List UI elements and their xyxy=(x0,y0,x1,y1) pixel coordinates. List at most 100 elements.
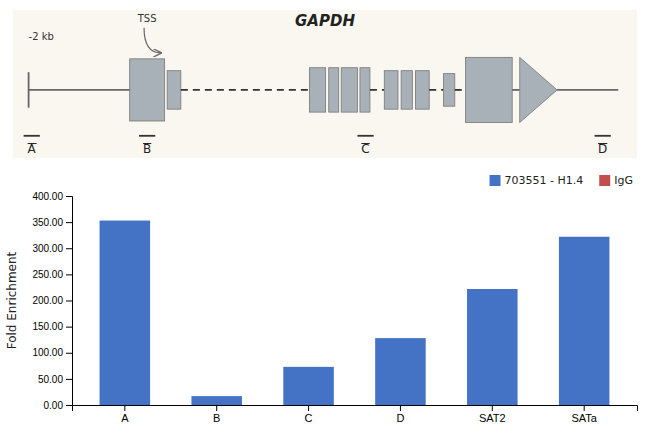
y-tick: 350.00 xyxy=(32,217,72,228)
primer-tick xyxy=(595,135,611,137)
x-tick-label: C xyxy=(305,412,313,424)
y-tick-mark xyxy=(66,405,72,406)
legend-item: 703551 - H1.4 xyxy=(490,174,584,187)
primer-label: D xyxy=(598,142,607,156)
primer-tick xyxy=(139,135,155,137)
primer-label-overline xyxy=(361,143,369,144)
chart: GAPDH -2 kb TSS A B C D 0.00 50.00 100.00 150.00 20… xyxy=(0,0,650,433)
exon-box xyxy=(415,71,429,109)
x-tick-mark xyxy=(216,405,217,411)
x-tick: SATa xyxy=(571,405,597,424)
intron-line xyxy=(429,89,443,91)
y-tick: 200.00 xyxy=(32,295,72,306)
primer-label: A xyxy=(28,142,37,156)
bar xyxy=(559,237,610,405)
bar xyxy=(283,367,334,405)
x-tick: SAT2 xyxy=(479,405,506,424)
y-tick-label: 200.00 xyxy=(32,295,63,306)
legend-label: IgG xyxy=(614,174,633,187)
y-tick-mark xyxy=(66,222,72,223)
bar xyxy=(467,289,518,405)
x-tick-label: A xyxy=(121,412,129,424)
intron-line xyxy=(370,89,384,91)
x-tick: C xyxy=(305,405,313,424)
exon-box xyxy=(444,74,455,107)
intron-line xyxy=(181,89,310,91)
x-tick-mark xyxy=(400,405,401,411)
legend-swatch xyxy=(490,175,501,186)
y-tick-mark xyxy=(66,196,72,197)
y-tick-mark xyxy=(66,327,72,328)
x-tick: B xyxy=(213,405,220,424)
exon-box xyxy=(167,71,181,109)
y-tick-label: 150.00 xyxy=(32,321,63,332)
annotation: TSS xyxy=(137,13,157,24)
exon-box xyxy=(341,68,357,112)
chart-container: GAPDH -2 kb TSS A B C D 0.00 50.00 100.00 150.00 20… xyxy=(0,0,650,433)
y-tick: 250.00 xyxy=(32,269,72,280)
annotation: -2 kb xyxy=(29,31,54,42)
y-tick-label: 300.00 xyxy=(32,243,63,254)
gene-line xyxy=(29,89,132,91)
diagram-background xyxy=(13,10,637,158)
y-tick-label: 250.00 xyxy=(32,269,63,280)
exon-box xyxy=(384,71,398,109)
y-tick: 400.00 xyxy=(32,191,72,202)
primer-label-overline xyxy=(598,143,607,144)
exon-box xyxy=(360,68,370,112)
y-axis: 0.00 50.00 100.00 150.00 200.00 250.00 300.00 3… xyxy=(32,191,72,411)
gene-end-arrow xyxy=(520,57,557,122)
y-tick-mark xyxy=(66,274,72,275)
x-tick-label: SATa xyxy=(571,412,597,424)
exon-box xyxy=(329,68,339,112)
legend-item: IgG xyxy=(599,174,633,187)
y-axis-line xyxy=(66,197,73,406)
primer-tick xyxy=(357,135,373,137)
primer-label-overline xyxy=(28,143,37,144)
y-tick-label: 100.00 xyxy=(32,347,63,358)
bar xyxy=(191,396,242,405)
legend-swatch xyxy=(599,175,610,186)
exon-box xyxy=(401,71,412,109)
y-tick-mark xyxy=(66,301,72,302)
y-tick-mark xyxy=(66,248,72,249)
y-tick-label: 50.00 xyxy=(38,374,63,385)
gene-line xyxy=(512,89,519,91)
x-tick-mark xyxy=(308,405,309,411)
intron-line xyxy=(455,89,466,91)
primer-label: B xyxy=(143,142,151,156)
legend: 703551 - H1.4 IgG xyxy=(490,174,633,187)
x-tick-mark xyxy=(492,405,493,411)
bar xyxy=(100,221,151,405)
y-tick-mark xyxy=(66,353,72,354)
terminal-exon-box xyxy=(465,57,512,122)
gene-diagram: GAPDH-2 kbTSSABCD xyxy=(13,10,637,158)
title: GAPDH xyxy=(295,12,355,30)
y-tick-label: 350.00 xyxy=(32,217,63,228)
y-tick: 150.00 xyxy=(32,321,72,332)
exon-box xyxy=(309,68,325,112)
primer-label-overline xyxy=(143,143,151,144)
x-tick: D xyxy=(396,405,404,424)
x-axis-line xyxy=(73,406,638,412)
y-tick-label: 0.00 xyxy=(44,400,64,411)
gene-line xyxy=(557,89,618,91)
gene-start-tick xyxy=(28,72,30,108)
x-axis: A B C D SAT2 SATa xyxy=(73,405,638,424)
promoter-box xyxy=(130,59,165,121)
x-tick-mark xyxy=(124,405,125,411)
y-tick-label: 400.00 xyxy=(32,191,63,202)
primer-tick xyxy=(24,135,40,137)
y-tick: 300.00 xyxy=(32,243,72,254)
x-tick-label: D xyxy=(396,412,404,424)
bar xyxy=(375,338,426,405)
y-tick: 100.00 xyxy=(32,347,72,358)
bars xyxy=(100,221,610,405)
y-tick: 0.00 xyxy=(44,400,72,411)
x-tick-label: SAT2 xyxy=(479,412,506,424)
x-tick-mark xyxy=(584,405,585,411)
tss-arrow xyxy=(144,28,161,53)
x-tick: A xyxy=(121,405,129,424)
plot: 0.00 50.00 100.00 150.00 200.00 250.00 300.00 3… xyxy=(32,191,637,424)
y-tick-mark xyxy=(66,379,72,380)
